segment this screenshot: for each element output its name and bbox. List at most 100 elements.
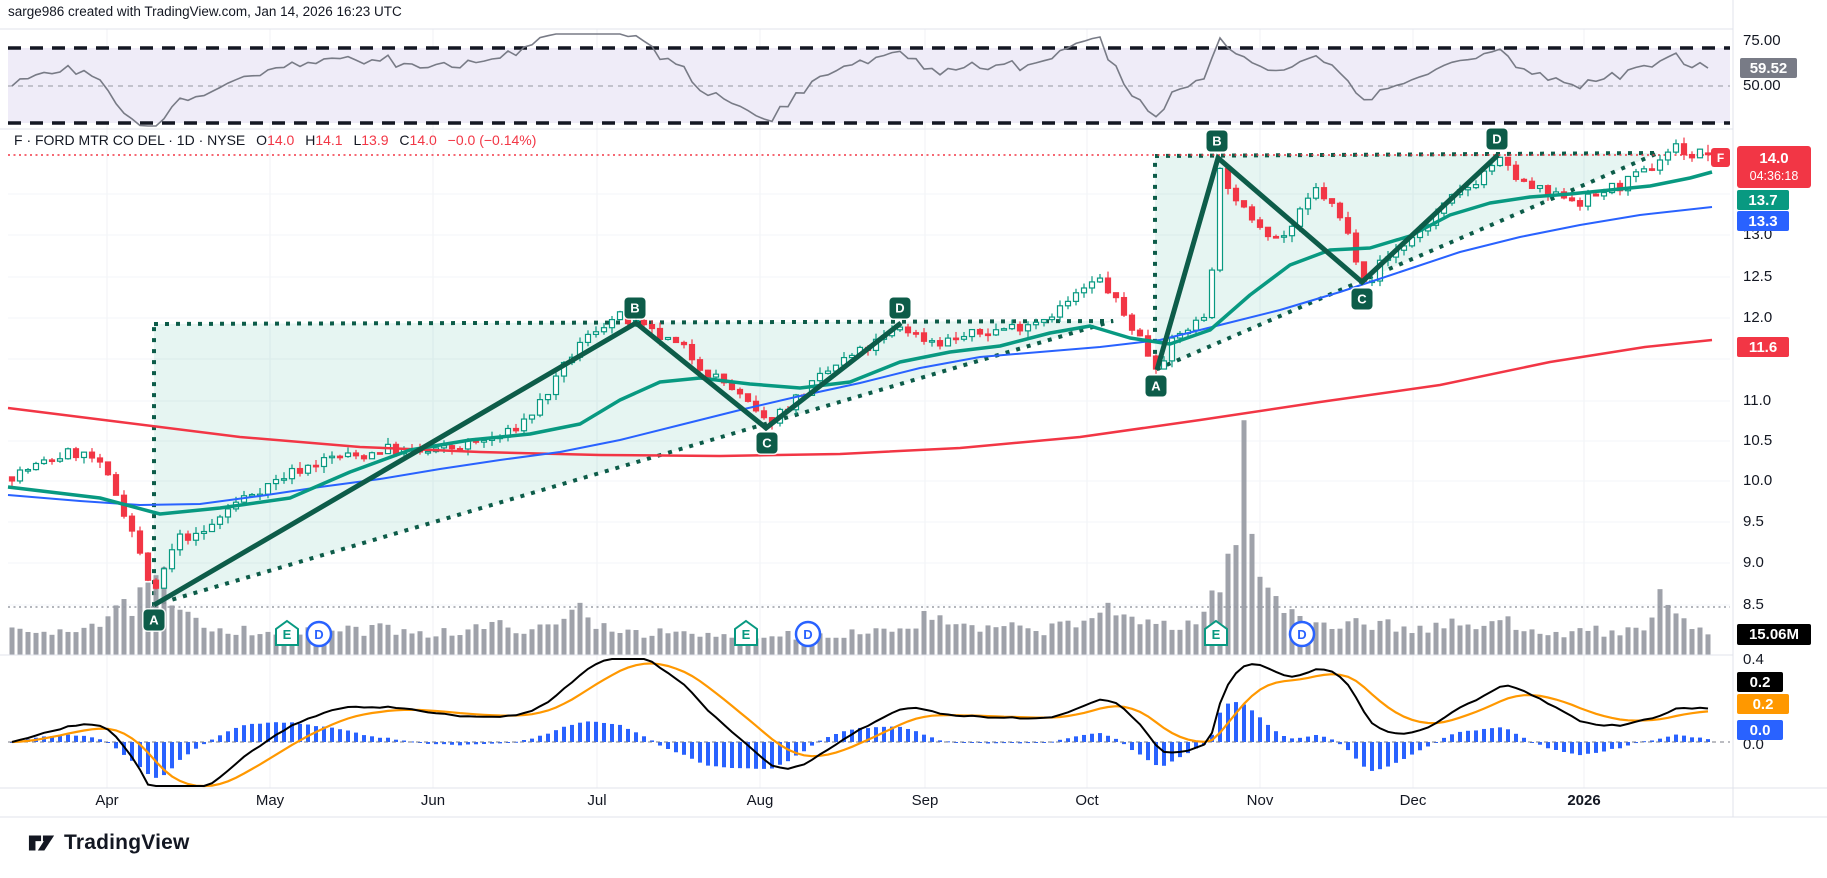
macd-hist-bar: [1090, 733, 1094, 742]
macd-hist-bar: [1026, 742, 1030, 744]
volume-bar: [1537, 633, 1543, 655]
volume-bar: [1457, 625, 1463, 655]
symbol-legend[interactable]: F · FORD MTR CO DEL · 1D · NYSE O14.0 H1…: [14, 132, 536, 148]
candle-body: [184, 533, 192, 541]
volume-bar: [417, 631, 423, 655]
volume-bar: [953, 624, 959, 655]
abcd-pattern-2-point-A[interactable]: A: [1145, 375, 1167, 397]
macd-hist-bar: [466, 742, 470, 745]
ma-slow-badge: 11.6: [1737, 337, 1789, 357]
candle-body: [1032, 321, 1040, 326]
volume-bar: [833, 637, 839, 655]
volume-bar: [993, 627, 999, 655]
volume-bar: [1697, 627, 1703, 655]
macd-hist-bar: [1402, 742, 1406, 759]
candle-body: [1664, 151, 1672, 161]
earnings-marker-icon: [1204, 619, 1228, 646]
abcd-pattern-1-point-D[interactable]: D: [889, 297, 911, 319]
candle-body: [1232, 187, 1240, 202]
abcd-pattern-2-point-D[interactable]: D: [1486, 128, 1508, 150]
volume-bar: [105, 616, 111, 655]
legend-open-label: O: [256, 132, 268, 148]
candle-body: [248, 493, 256, 497]
candle-body: [1088, 281, 1096, 289]
macd-hist-bar: [1354, 742, 1358, 759]
candle-body: [1144, 335, 1152, 357]
candle-body: [424, 450, 432, 454]
volume-badge: 15.06M: [1737, 624, 1811, 645]
candle-body: [480, 439, 488, 443]
price-tick-9.5: 9.5: [1743, 513, 1764, 530]
macd-hist-bar: [786, 742, 790, 762]
volume-bar: [1513, 629, 1519, 655]
volume-bar: [977, 631, 983, 655]
legend-close-label: C: [399, 132, 410, 148]
candle-body: [1584, 193, 1592, 207]
macd-hist-bar: [122, 742, 126, 755]
volume-bar: [545, 624, 551, 655]
volume-bar: [1161, 620, 1167, 655]
time-tick-Aug: Aug: [746, 792, 774, 809]
abcd-pattern-1-point-A[interactable]: A: [143, 609, 165, 631]
earnings-marker-label[interactable]: E: [742, 627, 751, 642]
volume-bar: [1137, 624, 1143, 655]
candle-body: [168, 549, 176, 570]
candle-body: [680, 341, 688, 346]
macd-hist-bar: [250, 723, 254, 742]
volume-bar: [681, 631, 687, 655]
volume-bar: [401, 629, 407, 655]
macd-hist-badge: 0.0: [1737, 720, 1783, 740]
abcd-pattern-1-zigzag: [152, 319, 903, 608]
candle-body: [224, 508, 232, 518]
volume-bar: [329, 630, 335, 655]
candle-body: [584, 333, 592, 344]
volume-bar: [1001, 626, 1007, 655]
dividend-marker-label[interactable]: D: [1297, 627, 1306, 642]
candle-body: [640, 319, 648, 326]
price-tick-9.0: 9.0: [1743, 554, 1764, 571]
macd-hist-bar: [1306, 736, 1310, 742]
volume-bar: [1425, 632, 1431, 655]
volume-bar: [1073, 627, 1079, 655]
macd-hist-bar: [1658, 738, 1662, 742]
candle-body: [904, 326, 912, 334]
candle-body: [1576, 200, 1584, 207]
macd-hist-bar: [1538, 742, 1542, 745]
candle-body: [1472, 184, 1480, 189]
tradingview-logo[interactable]: TradingView: [28, 831, 190, 855]
volume-bar: [857, 634, 863, 655]
abcd-pattern-1-point-B[interactable]: B: [624, 297, 646, 319]
candle-body: [1496, 156, 1504, 167]
volume-bar: [537, 624, 543, 655]
candle-body: [1160, 360, 1168, 370]
volume-bar: [1281, 612, 1287, 655]
abcd-pattern-2-point-C[interactable]: C: [1351, 288, 1373, 310]
macd-hist-bar: [146, 742, 150, 775]
earnings-marker-label[interactable]: E: [283, 627, 292, 642]
macd-hist-bar: [1074, 736, 1078, 742]
macd-hist-bar: [1690, 737, 1694, 742]
candle-body: [1504, 156, 1512, 166]
abcd-pattern-2-point-B[interactable]: B: [1206, 130, 1228, 152]
dividend-marker-label[interactable]: D: [803, 627, 812, 642]
candle-body: [48, 459, 56, 463]
volume-bar: [777, 636, 783, 655]
earnings-marker-label[interactable]: E: [1212, 627, 1221, 642]
abcd-pattern-1-point-C[interactable]: C: [756, 432, 778, 454]
macd-hist-bar: [602, 722, 606, 742]
legend-instrument[interactable]: F · FORD MTR CO DEL · 1D · NYSE: [14, 132, 246, 148]
candle-body: [264, 483, 272, 495]
volume-bar: [1113, 615, 1119, 655]
time-tick-Apr: Apr: [95, 792, 119, 809]
volume-bar: [1617, 635, 1623, 655]
macd-hist-bar: [890, 726, 894, 742]
macd-hist-bar: [130, 742, 134, 761]
candle-body: [1288, 225, 1296, 237]
volume-bar: [57, 629, 63, 655]
dividend-marker-label[interactable]: D: [314, 627, 323, 642]
volume-bar: [913, 628, 919, 655]
volume-bar: [1481, 625, 1487, 655]
volume-bar: [785, 631, 791, 655]
candle-body: [160, 568, 168, 589]
